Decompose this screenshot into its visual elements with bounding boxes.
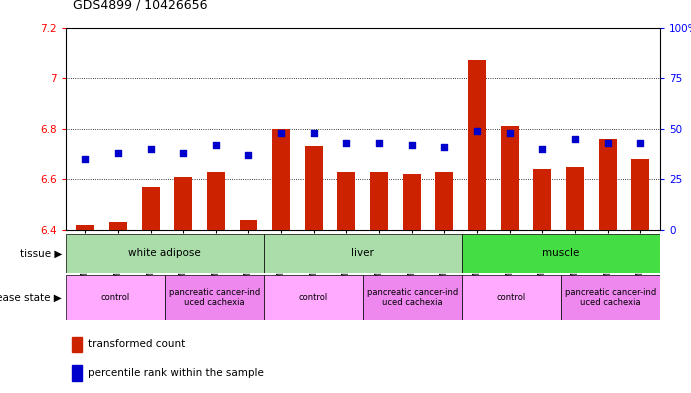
Bar — [174, 177, 192, 230]
Bar — [272, 129, 290, 230]
Bar — [533, 169, 551, 230]
Point — [243, 152, 254, 158]
Text: GDS4899 / 10426656: GDS4899 / 10426656 — [73, 0, 207, 12]
Point — [276, 130, 287, 136]
Bar — [632, 159, 650, 230]
Bar — [305, 147, 323, 230]
Bar — [403, 174, 421, 230]
Text: pancreatic cancer-ind
uced cachexia: pancreatic cancer-ind uced cachexia — [367, 288, 458, 307]
Bar — [207, 172, 225, 230]
Text: percentile rank within the sample: percentile rank within the sample — [88, 368, 264, 378]
Text: muscle: muscle — [542, 248, 580, 259]
Text: tissue ▶: tissue ▶ — [20, 248, 62, 259]
Point — [113, 150, 124, 156]
Text: control: control — [101, 293, 130, 302]
Bar — [435, 172, 453, 230]
Point — [471, 128, 482, 134]
Bar — [598, 139, 616, 230]
Bar — [561, 275, 660, 320]
Bar — [264, 275, 363, 320]
Text: pancreatic cancer-ind
uced cachexia: pancreatic cancer-ind uced cachexia — [169, 288, 260, 307]
Point — [635, 140, 646, 146]
Bar — [337, 172, 355, 230]
Point — [308, 130, 319, 136]
Bar — [164, 275, 264, 320]
Bar — [468, 61, 486, 230]
Point — [406, 142, 417, 148]
Point — [569, 136, 580, 142]
Point — [504, 130, 515, 136]
Point — [210, 142, 221, 148]
Text: transformed count: transformed count — [88, 339, 185, 349]
Bar — [76, 225, 94, 230]
Bar — [462, 234, 660, 273]
Bar — [72, 365, 82, 380]
Text: pancreatic cancer-ind
uced cachexia: pancreatic cancer-ind uced cachexia — [565, 288, 656, 307]
Bar — [142, 187, 160, 230]
Bar — [566, 167, 584, 230]
Point — [602, 140, 613, 146]
Bar — [72, 336, 82, 352]
Text: liver: liver — [351, 248, 375, 259]
Bar — [240, 220, 258, 230]
Point — [79, 156, 91, 162]
Point — [439, 144, 450, 150]
Text: disease state ▶: disease state ▶ — [0, 293, 62, 303]
Bar — [462, 275, 561, 320]
Point — [178, 150, 189, 156]
Bar — [66, 234, 264, 273]
Point — [145, 146, 156, 152]
Point — [537, 146, 548, 152]
Bar — [363, 275, 462, 320]
Point — [341, 140, 352, 146]
Text: control: control — [497, 293, 526, 302]
Bar — [370, 172, 388, 230]
Bar — [109, 222, 127, 230]
Bar — [66, 275, 164, 320]
Text: control: control — [299, 293, 328, 302]
Text: white adipose: white adipose — [129, 248, 201, 259]
Bar — [501, 126, 519, 230]
Point — [374, 140, 385, 146]
Bar — [264, 234, 462, 273]
